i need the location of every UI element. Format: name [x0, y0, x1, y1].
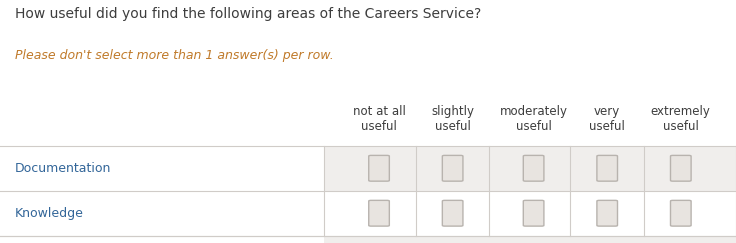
FancyBboxPatch shape — [523, 156, 544, 181]
Text: extremely
useful: extremely useful — [651, 105, 711, 133]
Text: not at all
useful: not at all useful — [353, 105, 406, 133]
FancyBboxPatch shape — [369, 156, 389, 181]
Bar — [324, 146, 736, 191]
FancyBboxPatch shape — [442, 156, 463, 181]
FancyBboxPatch shape — [442, 200, 463, 226]
Text: Knowledge: Knowledge — [15, 207, 84, 220]
FancyBboxPatch shape — [670, 156, 691, 181]
Bar — [324, 236, 736, 243]
FancyBboxPatch shape — [670, 200, 691, 226]
FancyBboxPatch shape — [523, 200, 544, 226]
Text: moderately
useful: moderately useful — [500, 105, 567, 133]
Bar — [324, 191, 736, 236]
FancyBboxPatch shape — [597, 200, 618, 226]
FancyBboxPatch shape — [597, 156, 618, 181]
Text: slightly
useful: slightly useful — [431, 105, 474, 133]
FancyBboxPatch shape — [369, 200, 389, 226]
Text: Documentation: Documentation — [15, 162, 111, 175]
Text: Please don't select more than 1 answer(s) per row.: Please don't select more than 1 answer(s… — [15, 49, 333, 61]
Text: very
useful: very useful — [590, 105, 625, 133]
Text: How useful did you find the following areas of the Careers Service?: How useful did you find the following ar… — [15, 7, 481, 21]
